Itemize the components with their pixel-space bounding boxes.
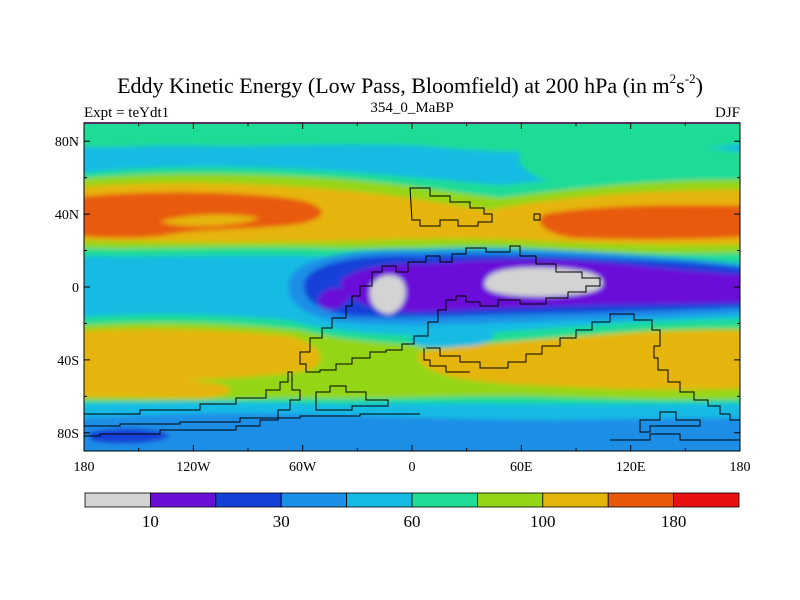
fill-south-yellow-band-west2 [84, 374, 231, 398]
x-tick-label: 60W [289, 460, 317, 475]
colorbar-swatch [84, 492, 151, 508]
title-sup2: -2 [685, 71, 696, 86]
y-tick-label: 80S [57, 427, 79, 442]
fill-gray-indian-ocean [484, 267, 603, 297]
y-axis-ticks: 80N 40N 0 40S 80S [55, 135, 740, 442]
colorbar-swatch [149, 492, 217, 508]
x-tick-label: 0 [409, 460, 416, 475]
coastline-antarctic [84, 371, 301, 437]
coastline-antarctic-east2 [610, 433, 740, 441]
x-tick-label: 180 [730, 460, 751, 475]
title-sup1: 2 [670, 71, 677, 86]
y-tick-label: 40S [57, 354, 79, 369]
x-tick-label: 60E [510, 460, 533, 475]
fill-gray-africa [369, 275, 406, 314]
colorbar-swatch [346, 492, 413, 508]
colorbar-swatch [542, 492, 609, 508]
x-tick-label: 180 [74, 460, 95, 475]
coastline-island-east [533, 213, 541, 221]
colorbar-swatch [673, 492, 740, 508]
y-tick-label: 80N [55, 135, 79, 150]
colorbar-swatch [215, 492, 282, 508]
colorbar-label: 60 [404, 512, 421, 531]
coastline-antarctic-base [84, 413, 420, 427]
fill-north-yellow-gap [160, 214, 260, 227]
coastline-central-continent [299, 245, 601, 373]
subtitle-center: 354_0_MaBP [370, 100, 453, 116]
title-main: Eddy Kinetic Energy (Low Pass, Bloomfiel… [117, 73, 670, 98]
fill-south-yellow-band [84, 329, 321, 380]
colorbar-swatch [476, 492, 544, 508]
title-end: ) [696, 73, 703, 98]
fill-north-orange-east [539, 204, 740, 240]
fill-tropical-purple-west [318, 287, 349, 310]
x-tick-label: 120E [616, 460, 646, 475]
colorbar-label: 180 [661, 512, 687, 531]
coastline-north-continent [409, 187, 493, 227]
colorbar-swatch [607, 492, 675, 508]
y-tick-label: 40N [55, 208, 79, 223]
chart-title: Eddy Kinetic Energy (Low Pass, Bloomfiel… [117, 71, 703, 98]
colorbar-label: 100 [530, 512, 556, 531]
subtitle-left: Expt = teYdt1 [84, 105, 169, 121]
x-tick-label: 120W [176, 460, 211, 475]
coastlines [84, 187, 740, 441]
title-mid: s [676, 73, 685, 98]
map-field [84, 123, 740, 451]
coastline-southeast-hook [639, 411, 701, 433]
subtitle-right: DJF [715, 105, 740, 121]
colorbar-label: 10 [142, 512, 159, 531]
plot-frame: 180 120W 60W 0 60E 120E 180 80N 40N 0 40S 80S [55, 122, 751, 475]
coastline-antarctic-east [315, 385, 389, 411]
y-tick-label: 0 [72, 281, 79, 296]
x-axis-ticks: 180 120W 60W 0 60E 120E 180 [74, 123, 751, 475]
colorbar: 10 30 60 100 180 [84, 492, 740, 531]
coastline-southern-continent [426, 313, 740, 421]
coastline-south-loop [423, 348, 470, 373]
colorbar-swatch [280, 492, 348, 508]
fill-south-cyan-lowlat [410, 323, 494, 348]
fill-south-lightblue [84, 413, 740, 451]
fill-south-blue-patch [90, 428, 170, 444]
colorbar-swatch [411, 492, 478, 508]
colorbar-label: 30 [273, 512, 290, 531]
contour-fill [84, 123, 740, 451]
